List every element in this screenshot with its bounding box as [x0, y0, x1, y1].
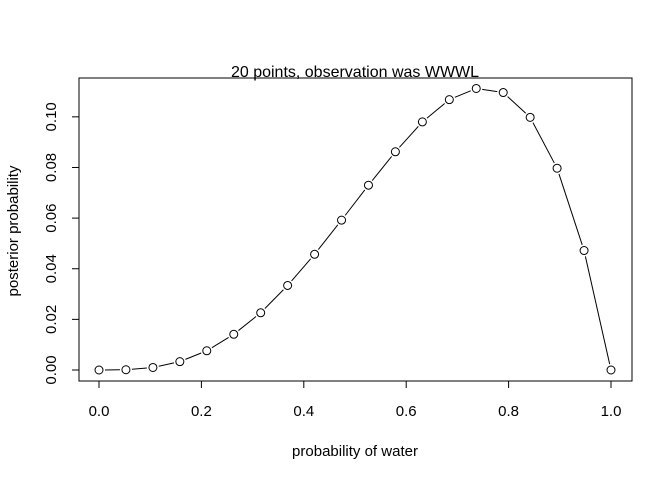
series-segment	[426, 103, 446, 119]
data-point	[337, 215, 347, 225]
series-segment	[532, 122, 555, 164]
y-axis-label: posterior probability	[5, 165, 22, 296]
y-tick-label: 0.02	[43, 305, 60, 334]
data-point	[310, 249, 320, 259]
x-tick-label: 0.2	[191, 403, 212, 420]
data-point	[121, 365, 131, 375]
y-tick-label: 0.04	[43, 254, 60, 283]
data-point	[256, 308, 266, 318]
y-tick-label: 0.10	[43, 102, 60, 131]
series-segment	[211, 337, 229, 349]
series-segment	[584, 256, 611, 365]
data-point	[471, 83, 481, 93]
data-point	[525, 112, 535, 122]
series-segment	[482, 88, 498, 93]
x-axis-label: probability of water	[292, 443, 418, 460]
data-point	[202, 346, 212, 356]
y-tick-label: 0.06	[43, 204, 60, 233]
y-tick-label: 0.08	[43, 153, 60, 182]
data-point	[363, 180, 373, 190]
data-point	[175, 357, 185, 367]
series-segment	[344, 189, 366, 216]
series-segment	[158, 362, 175, 367]
data-point	[148, 362, 158, 372]
x-tick-label: 0.4	[293, 403, 314, 420]
data-point	[444, 95, 454, 105]
x-tick-label: 0.6	[396, 403, 417, 420]
series-segment	[131, 367, 147, 370]
data-point	[417, 117, 427, 127]
x-tick-label: 0.0	[89, 403, 110, 420]
series-segment	[264, 289, 284, 309]
series-segment	[371, 156, 393, 181]
series-segment	[238, 316, 257, 331]
data-point	[606, 365, 616, 375]
series-segment	[507, 96, 527, 114]
data-point	[94, 365, 104, 375]
data-point	[229, 329, 239, 339]
x-tick-label: 1.0	[601, 403, 622, 420]
series-layer	[94, 83, 616, 375]
series-segment	[317, 224, 339, 250]
series-segment	[558, 173, 583, 245]
x-axis: 0.0 0.2 0.4 0.6 0.8 1.0	[89, 380, 622, 420]
series-segment	[399, 126, 419, 148]
data-point	[498, 88, 508, 98]
data-point	[390, 147, 400, 157]
plot-frame	[78, 77, 633, 382]
x-tick-label: 0.8	[498, 403, 519, 420]
chart-title: 20 points, observation was WWWL	[231, 64, 479, 81]
series-segment	[185, 352, 202, 360]
y-axis: 0.00 0.02 0.04 0.06 0.08 0.10	[43, 102, 80, 385]
series-segment	[454, 90, 471, 98]
y-tick-label: 0.00	[43, 355, 60, 384]
data-point	[283, 280, 293, 290]
series-segment	[291, 258, 312, 282]
data-point	[552, 163, 562, 173]
data-point	[579, 246, 589, 256]
